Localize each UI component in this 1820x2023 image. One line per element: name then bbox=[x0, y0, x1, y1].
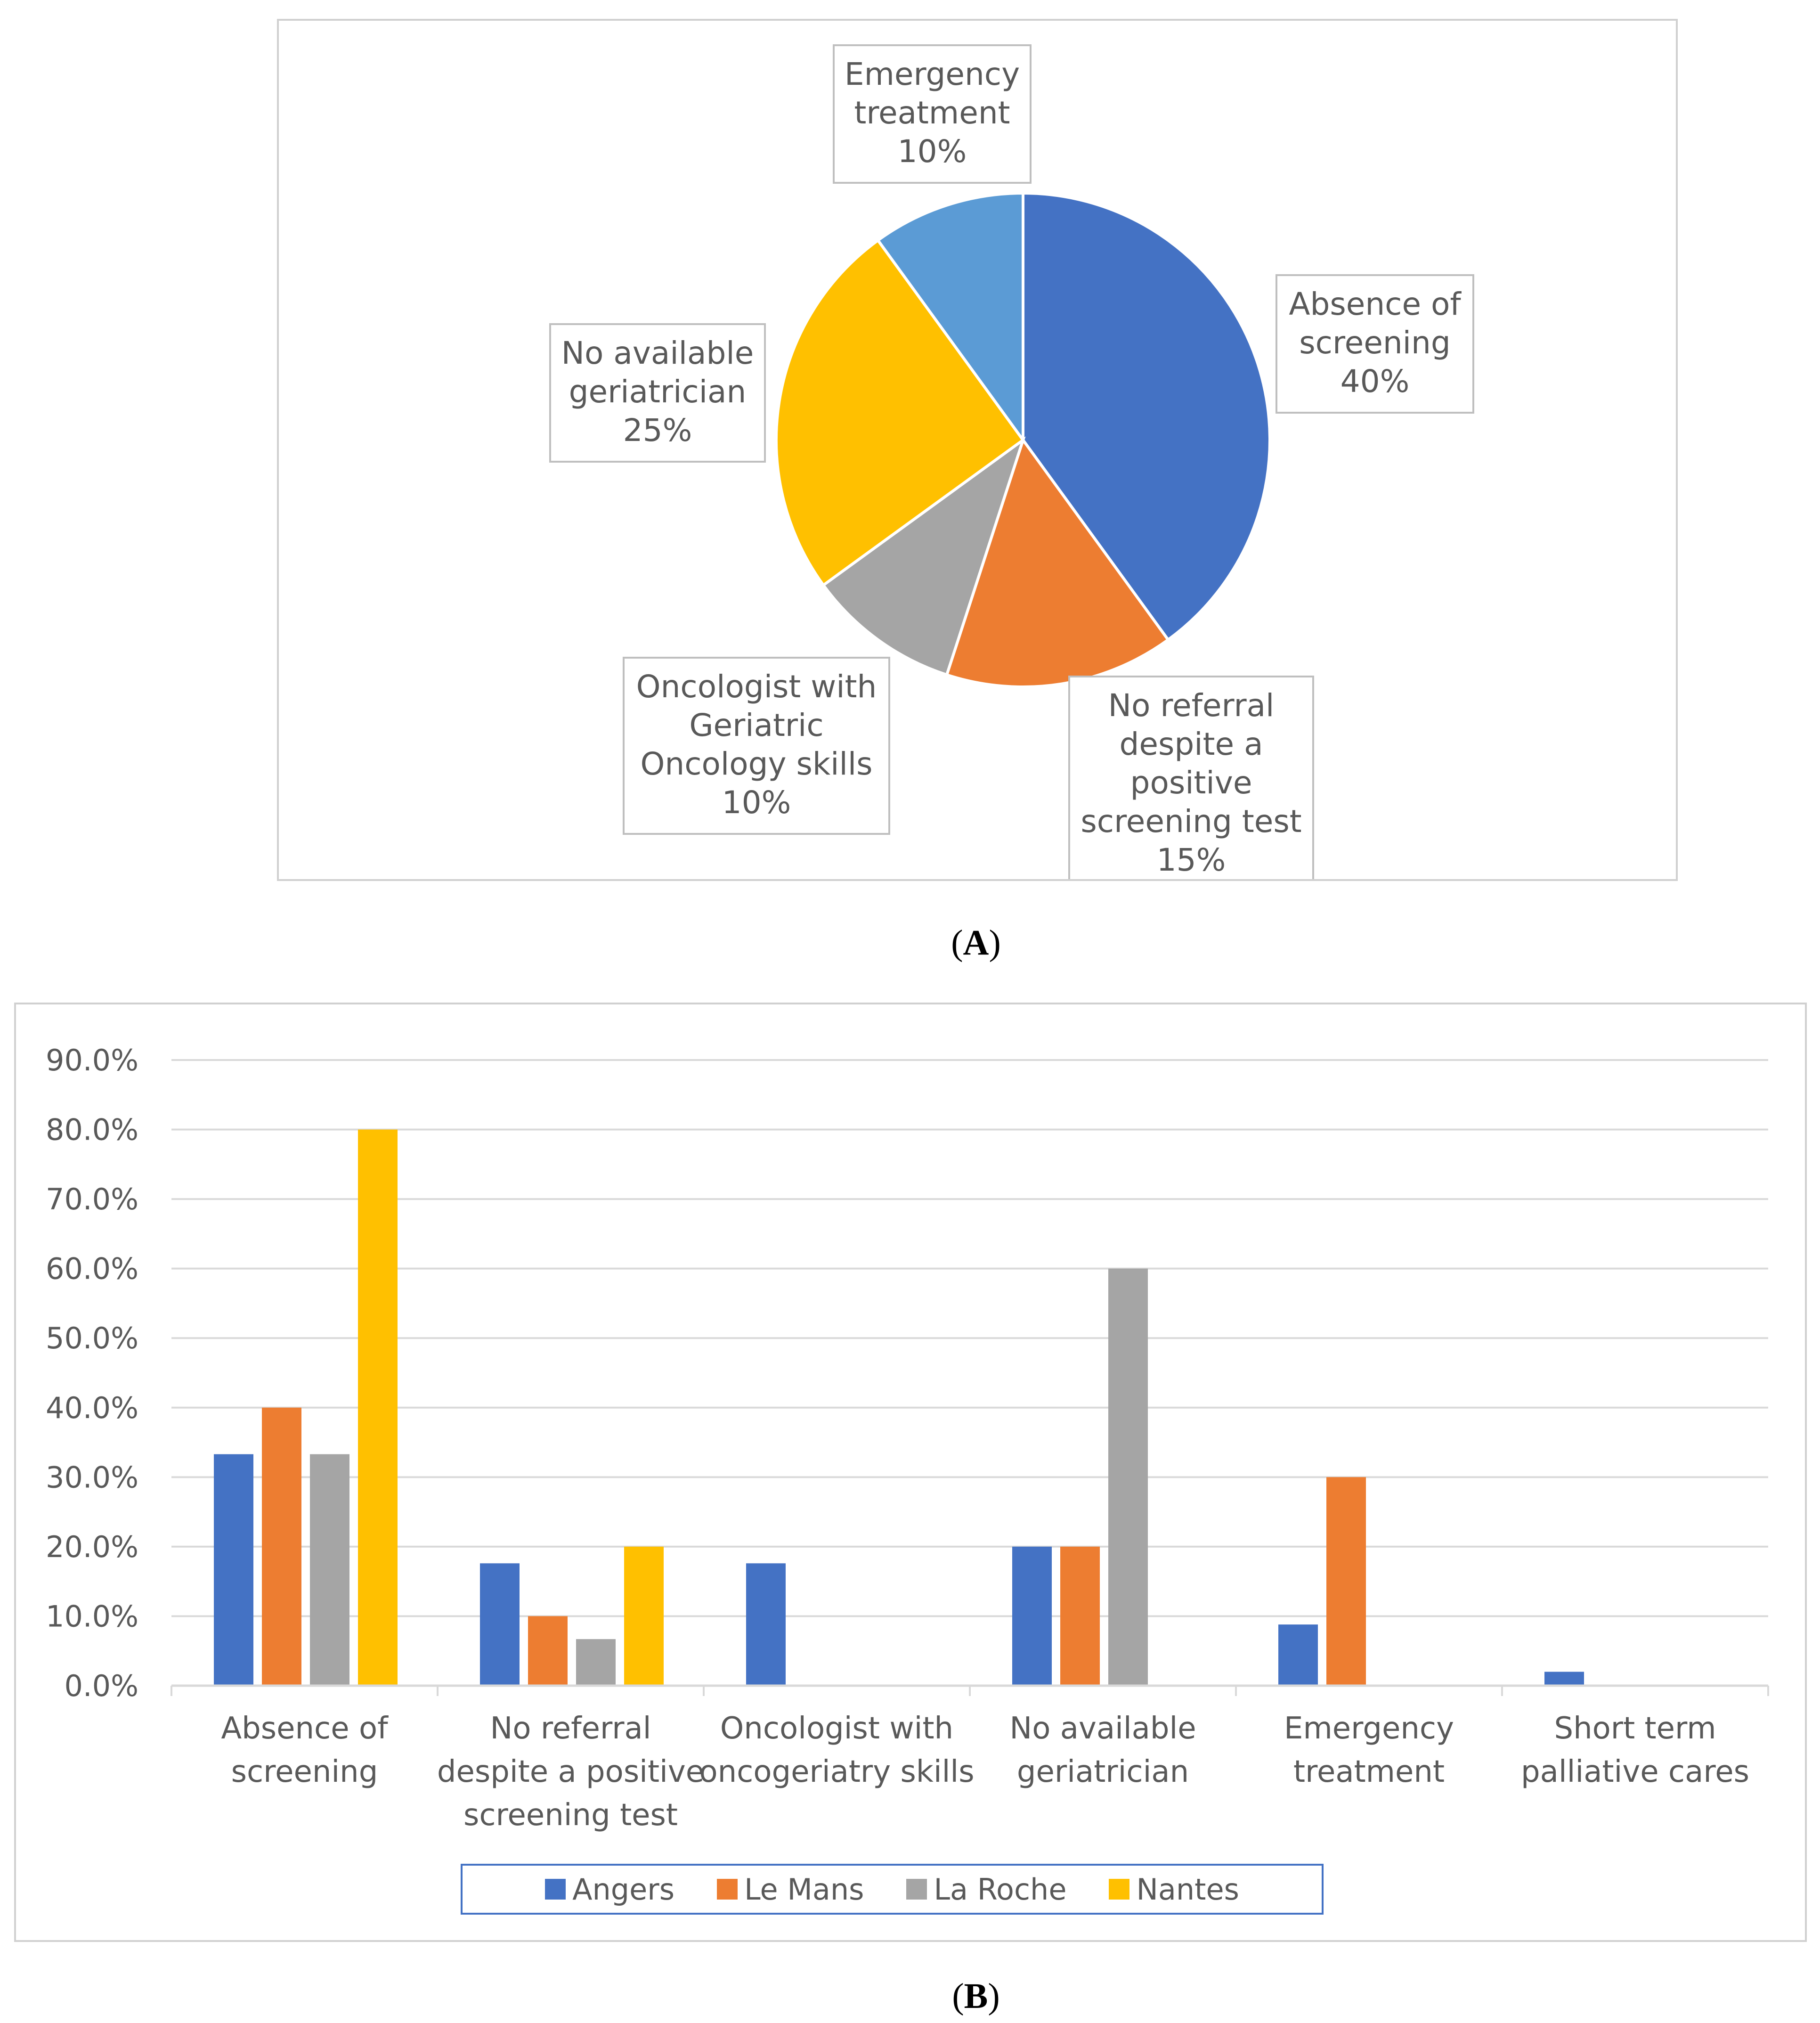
bar bbox=[746, 1563, 786, 1686]
legend-label: Nantes bbox=[1136, 1872, 1239, 1907]
x-tick-label: No referral bbox=[490, 1711, 651, 1746]
legend-swatch bbox=[1109, 1879, 1130, 1900]
bar bbox=[624, 1546, 664, 1686]
y-tick-label: 90.0% bbox=[46, 1043, 138, 1077]
bar bbox=[1060, 1546, 1100, 1686]
x-tick-label: Absence of bbox=[221, 1711, 389, 1746]
caption-a: (A) bbox=[951, 923, 1001, 963]
x-tick-label: despite a positive bbox=[437, 1754, 704, 1789]
data-label-text: Oncologist with bbox=[636, 669, 877, 705]
data-label-text: Geriatric bbox=[689, 707, 823, 743]
y-tick-label: 10.0% bbox=[46, 1599, 138, 1633]
bar-chart-legend: Angers Le Mans La Roche Nantes bbox=[461, 1864, 1324, 1915]
pie-slice bbox=[1022, 191, 1271, 642]
data-label-text: 15% bbox=[1157, 842, 1226, 878]
data-label-text: No referral bbox=[1108, 687, 1275, 724]
x-tick-label: Oncologist with bbox=[720, 1711, 953, 1746]
bar bbox=[528, 1616, 568, 1686]
y-tick-label: 20.0% bbox=[46, 1530, 138, 1564]
bar-chart-panel: 0.0% 10.0% 20.0% 30.0% 40.0% 50.0% 60.0% 70.0% 8… bbox=[14, 1003, 1807, 1942]
data-label-text: Absence of bbox=[1289, 286, 1462, 322]
data-label-text: 40% bbox=[1341, 363, 1410, 400]
bar bbox=[1012, 1546, 1052, 1686]
y-tick-label: 50.0% bbox=[46, 1321, 138, 1355]
y-tick-label: 70.0% bbox=[46, 1182, 138, 1216]
data-label-text: treatment bbox=[854, 95, 1010, 131]
x-tick-label: Emergency bbox=[1284, 1711, 1454, 1746]
x-tick-label: Short term bbox=[1554, 1711, 1716, 1746]
x-tick-label: No available bbox=[1009, 1711, 1196, 1746]
y-tick-label: 0.0% bbox=[64, 1669, 138, 1703]
legend-label: Angers bbox=[572, 1872, 675, 1907]
data-label-text: positive bbox=[1130, 765, 1252, 801]
bar bbox=[480, 1563, 520, 1686]
x-tick-label: treatment bbox=[1293, 1754, 1445, 1789]
data-label-text: screening bbox=[1299, 325, 1450, 361]
bar bbox=[310, 1454, 349, 1686]
legend-swatch bbox=[906, 1879, 927, 1900]
data-label-text: 10% bbox=[722, 784, 791, 821]
data-label-box bbox=[623, 657, 890, 835]
legend-swatch bbox=[717, 1879, 738, 1900]
bar bbox=[576, 1639, 616, 1686]
data-label-text: Emergency bbox=[845, 56, 1020, 92]
x-tick-label: screening bbox=[231, 1754, 378, 1789]
y-tick-label: 40.0% bbox=[46, 1391, 138, 1425]
bar bbox=[214, 1454, 253, 1686]
data-label-text: screening test bbox=[1081, 803, 1301, 840]
y-tick-label: 60.0% bbox=[46, 1252, 138, 1286]
pie-slice bbox=[821, 436, 1026, 677]
data-label-box bbox=[1276, 274, 1474, 414]
pie-slice bbox=[945, 437, 1170, 688]
legend-swatch bbox=[545, 1879, 566, 1900]
bar bbox=[1544, 1672, 1584, 1686]
data-label-text: despite a bbox=[1119, 726, 1263, 762]
data-label-text: 25% bbox=[623, 412, 692, 449]
bar bbox=[1108, 1268, 1148, 1686]
bar-chart: 0.0% 10.0% 20.0% 30.0% 40.0% 50.0% 60.0% 70.0% 8… bbox=[46, 1043, 1769, 1833]
bar bbox=[1326, 1477, 1366, 1686]
x-tick-label: oncogeriatry skills bbox=[699, 1754, 974, 1789]
pie-chart-panel: Absence of screening 40% No referral despite… bbox=[277, 19, 1678, 892]
y-tick-label: 30.0% bbox=[46, 1460, 138, 1494]
legend-item: La Roche bbox=[906, 1872, 1066, 1907]
bar bbox=[1278, 1624, 1318, 1686]
data-label-text: No available bbox=[561, 335, 754, 371]
legend-item: Le Mans bbox=[717, 1872, 864, 1907]
data-label-text: 10% bbox=[898, 133, 967, 170]
pie-slice bbox=[775, 238, 1025, 587]
y-tick-label: 80.0% bbox=[46, 1113, 138, 1147]
legend-item: Nantes bbox=[1109, 1872, 1239, 1907]
x-tick-label: screening test bbox=[463, 1798, 678, 1833]
data-label-text: Oncology skills bbox=[640, 746, 872, 782]
legend-label: Le Mans bbox=[744, 1872, 864, 1907]
data-label-box bbox=[833, 44, 1032, 184]
data-label-box bbox=[549, 323, 766, 463]
legend-item: Angers bbox=[545, 1872, 674, 1907]
data-label-text: geriatrician bbox=[569, 374, 747, 410]
pie-slice bbox=[876, 191, 1024, 445]
data-label-box bbox=[1068, 676, 1314, 892]
bar bbox=[262, 1407, 301, 1686]
bar bbox=[358, 1129, 398, 1686]
x-tick-label: geriatrician bbox=[1017, 1754, 1189, 1789]
x-tick-label: palliative cares bbox=[1521, 1754, 1749, 1789]
caption-b: (B) bbox=[952, 1976, 1000, 2016]
legend-label: La Roche bbox=[934, 1872, 1067, 1907]
